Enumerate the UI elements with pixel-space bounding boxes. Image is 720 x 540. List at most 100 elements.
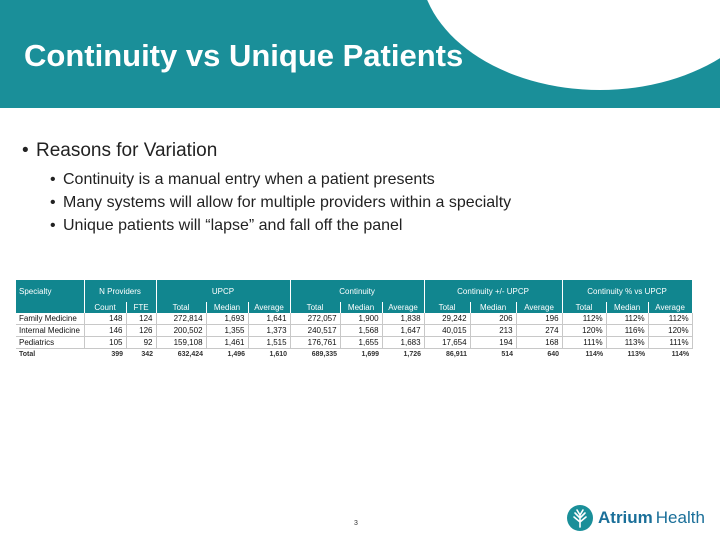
table-cell: 206 — [470, 313, 517, 325]
logo-word-atrium: Atrium — [598, 508, 653, 527]
table-row: Family Medicine 148 124 272,814 1,693 1,… — [16, 313, 693, 325]
table-cell: 1,699 — [361, 351, 380, 358]
table-cell: 120% — [648, 324, 693, 337]
group-header: N Providers — [84, 280, 157, 302]
table-cell: 148 — [84, 313, 127, 325]
table-cell: 113% — [627, 351, 646, 358]
table-cell: 124 — [126, 313, 157, 325]
table-cell: 1,838 — [382, 313, 425, 325]
sub-header: FTE — [126, 302, 157, 313]
sub-header: Median — [606, 302, 649, 313]
table-cell: 1,610 — [269, 351, 288, 358]
bullet-dot-icon: • — [50, 217, 56, 234]
table-cell: 176,761 — [290, 336, 341, 349]
sub-header: Average — [382, 302, 425, 313]
table-cell: 116% — [606, 324, 649, 337]
sub-bullet-list: • Continuity is a manual entry when a pat… — [22, 168, 702, 237]
table-body: Family Medicine 148 124 272,814 1,693 1,… — [16, 313, 693, 361]
table-cell: 1,641 — [248, 313, 291, 325]
table-cell: Family Medicine — [16, 313, 85, 325]
table-cell: 272,814 — [156, 313, 207, 325]
table-cell: 114% — [585, 351, 604, 358]
continuity-table: Specialty N Providers UPCP Continuity Co… — [16, 280, 693, 360]
bullet-list: • Reasons for Variation • Continuity is a… — [22, 140, 702, 237]
sub-header: Average — [648, 302, 693, 313]
table-cell: 1,355 — [206, 324, 249, 337]
table-cell: 112% — [648, 313, 693, 325]
table-cell: 113% — [606, 336, 649, 349]
table-cell: 17,654 — [424, 336, 471, 349]
sub-bullet: • Continuity is a manual entry when a pat… — [50, 168, 702, 191]
sub-bullet-text: Many systems will allow for multiple pro… — [63, 194, 512, 211]
bullet-dot-icon: • — [50, 171, 56, 188]
table-cell: 86,911 — [446, 351, 468, 358]
main-bullet-text: Reasons for Variation — [36, 140, 218, 161]
sub-header: Total — [562, 302, 607, 313]
table-cell: 200,502 — [156, 324, 207, 337]
group-header: Continuity +/- UPCP — [424, 280, 563, 302]
group-header: Specialty — [16, 280, 85, 302]
sub-bullet-text: Unique patients will “lapse” and fall of… — [63, 217, 403, 234]
sub-header: Average — [248, 302, 291, 313]
table-cell: Internal Medicine — [16, 324, 85, 337]
table-cell: 146 — [84, 324, 127, 337]
table-cell: 112% — [606, 313, 649, 325]
sub-bullet: • Many systems will allow for multiple pr… — [50, 191, 702, 214]
table-cell: 40,015 — [424, 324, 471, 337]
table-cell: 105 — [84, 336, 127, 349]
sub-header: Median — [340, 302, 383, 313]
sub-bullet-text: Continuity is a manual entry when a pati… — [63, 171, 435, 188]
table-row: Pediatrics 105 92 159,108 1,461 1,515 17… — [16, 336, 693, 349]
table-cell: 1,496 — [227, 351, 246, 358]
sub-header-row: Count FTE Total Median Average Total Med… — [16, 302, 693, 313]
table-cell: 196 — [516, 313, 563, 325]
table-cell: 272,057 — [290, 313, 341, 325]
table-cell: 111% — [648, 336, 693, 349]
bullet-dot-icon: • — [22, 140, 29, 161]
table-cell: Total — [19, 351, 36, 358]
table-cell: 632,424 — [177, 351, 204, 358]
table-cell: 1,683 — [382, 336, 425, 349]
table-cell: 514 — [501, 351, 514, 358]
logo-word-health: Health — [655, 508, 705, 527]
table-cell: 1,726 — [403, 351, 422, 358]
table-cell: 274 — [516, 324, 563, 337]
title-bar: Continuity vs Unique Patients — [0, 0, 720, 108]
main-bullet: • Reasons for Variation — [22, 140, 702, 162]
group-header: Continuity % vs UPCP — [562, 280, 693, 302]
table-cell: 114% — [671, 351, 690, 358]
table-cell: 240,517 — [290, 324, 341, 337]
table-cell: 120% — [562, 324, 607, 337]
table-cell: 640 — [547, 351, 560, 358]
table-cell: 1,461 — [206, 336, 249, 349]
table-cell: 1,373 — [248, 324, 291, 337]
table-cell: 168 — [516, 336, 563, 349]
sub-header-empty — [16, 302, 85, 313]
bullet-dot-icon: • — [50, 194, 56, 211]
slide-title: Continuity vs Unique Patients — [24, 38, 464, 73]
data-table-container: Specialty N Providers UPCP Continuity Co… — [16, 280, 693, 360]
sub-header: Average — [516, 302, 563, 313]
table-cell: 159,108 — [156, 336, 207, 349]
table-cell: 112% — [562, 313, 607, 325]
table-cell: 213 — [470, 324, 517, 337]
table-cell: 1,900 — [340, 313, 383, 325]
sub-header: Median — [470, 302, 517, 313]
table-cell: 111% — [562, 336, 607, 349]
table-cell: 29,242 — [424, 313, 471, 325]
group-header: Continuity — [290, 280, 425, 302]
header-curve-decoration — [420, 0, 720, 90]
table-cell: 92 — [126, 336, 157, 349]
table-cell: 194 — [470, 336, 517, 349]
atrium-health-logo: Atrium Health — [566, 503, 705, 533]
sub-header: Median — [206, 302, 249, 313]
sub-header: Total — [424, 302, 471, 313]
table-total-row: Total 399 342 632,424 1,496 1,610 689,33… — [16, 349, 692, 361]
table-cell: 1,647 — [382, 324, 425, 337]
table-cell: 1,693 — [206, 313, 249, 325]
page-number: 3 — [354, 520, 358, 527]
table-row: Internal Medicine 146 126 200,502 1,355 … — [16, 324, 693, 337]
table-cell: 689,335 — [311, 351, 338, 358]
table-cell: Pediatrics — [16, 336, 85, 349]
table-cell: 126 — [126, 324, 157, 337]
